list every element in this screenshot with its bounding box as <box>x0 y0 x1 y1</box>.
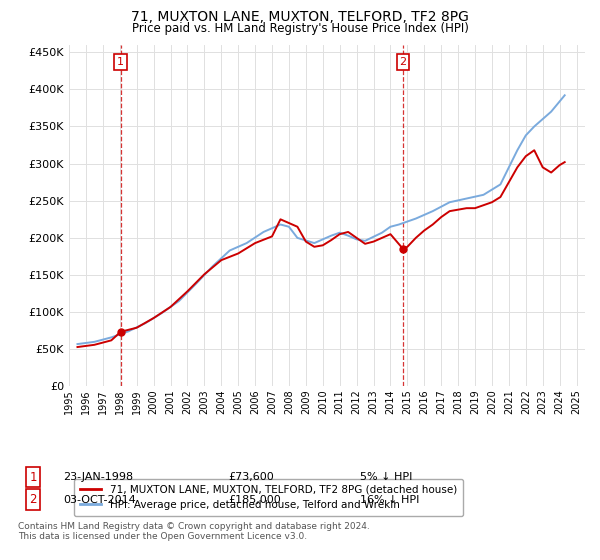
Text: 2: 2 <box>400 57 407 67</box>
Text: Contains HM Land Registry data © Crown copyright and database right 2024.
This d: Contains HM Land Registry data © Crown c… <box>18 522 370 542</box>
Text: 1: 1 <box>117 57 124 67</box>
Text: 16% ↓ HPI: 16% ↓ HPI <box>360 494 419 505</box>
Text: 23-JAN-1998: 23-JAN-1998 <box>63 472 133 482</box>
Text: 03-OCT-2014: 03-OCT-2014 <box>63 494 136 505</box>
Text: 1: 1 <box>29 470 37 484</box>
Text: £185,000: £185,000 <box>228 494 281 505</box>
Text: 5% ↓ HPI: 5% ↓ HPI <box>360 472 412 482</box>
Text: Price paid vs. HM Land Registry's House Price Index (HPI): Price paid vs. HM Land Registry's House … <box>131 22 469 35</box>
Text: £73,600: £73,600 <box>228 472 274 482</box>
Text: 2: 2 <box>29 493 37 506</box>
Text: 71, MUXTON LANE, MUXTON, TELFORD, TF2 8PG: 71, MUXTON LANE, MUXTON, TELFORD, TF2 8P… <box>131 10 469 24</box>
Legend: 71, MUXTON LANE, MUXTON, TELFORD, TF2 8PG (detached house), HPI: Average price, : 71, MUXTON LANE, MUXTON, TELFORD, TF2 8P… <box>74 479 463 516</box>
